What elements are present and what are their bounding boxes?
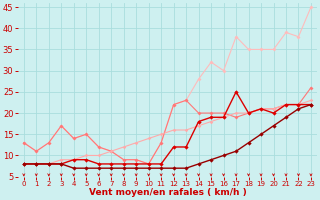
X-axis label: Vent moyen/en rafales ( km/h ): Vent moyen/en rafales ( km/h )	[89, 188, 246, 197]
